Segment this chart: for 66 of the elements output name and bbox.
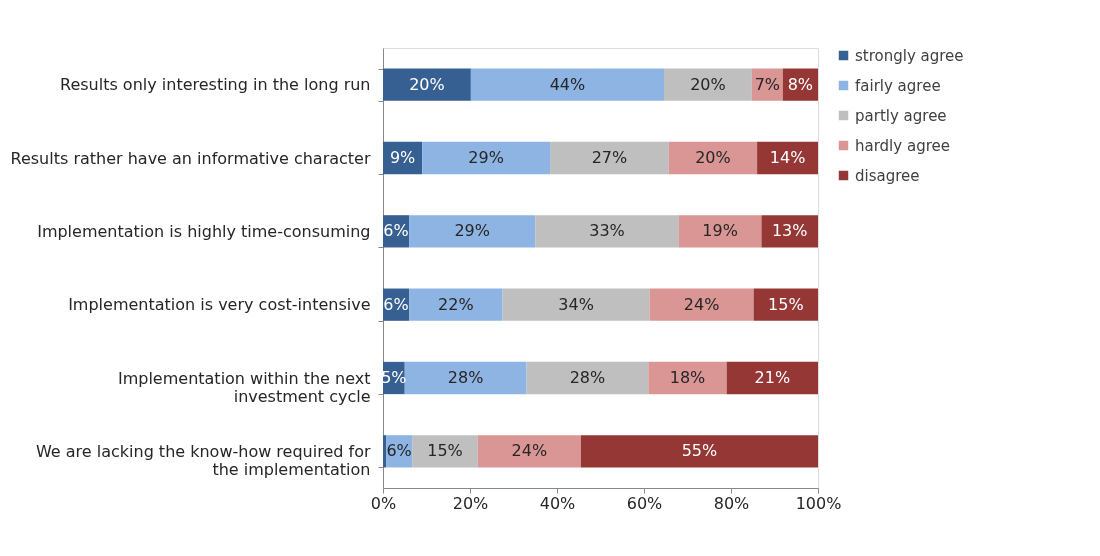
bar — [502, 288, 650, 321]
legend-label: fairly agree — [855, 76, 941, 95]
x-tick-label: 20% — [452, 493, 489, 513]
data-label: 5% — [381, 368, 407, 387]
bar — [412, 435, 478, 468]
x-tick-label: 100% — [795, 493, 842, 513]
bar — [535, 215, 679, 248]
bar — [580, 435, 818, 468]
bar — [383, 435, 387, 468]
legend-label: strongly agree — [855, 46, 964, 65]
data-label: 21% — [754, 368, 791, 387]
legend-label: disagree — [855, 166, 920, 185]
data-label: 9% — [389, 148, 416, 167]
data-label: 13% — [771, 221, 808, 241]
bar — [477, 435, 581, 468]
bar — [550, 141, 669, 175]
bar — [409, 288, 503, 321]
y-tick-label: Results only interesting in the long run — [60, 75, 371, 95]
data-label: 55% — [681, 441, 718, 461]
legend-label: hardly agree — [855, 136, 950, 155]
data-label: 29% — [454, 221, 490, 241]
data-label: 8% — [787, 74, 814, 94]
bar — [668, 141, 758, 175]
data-label: 6% — [383, 221, 409, 241]
data-label: 33% — [589, 221, 625, 241]
bar — [404, 361, 527, 395]
y-tick-label: Results rather have an informative character — [10, 148, 371, 168]
data-label: 7% — [754, 74, 781, 94]
data-label: 15% — [768, 294, 804, 314]
data-label: 28% — [447, 368, 484, 387]
bar — [383, 68, 471, 101]
data-label: 24% — [683, 294, 720, 314]
bar — [726, 361, 818, 395]
y-tick-label: We are lacking the know-how required for the implementation — [35, 441, 371, 479]
data-label: 20% — [409, 74, 445, 94]
data-label: 22% — [438, 294, 474, 314]
bar — [409, 215, 536, 248]
data-label: 29% — [468, 148, 504, 167]
data-label: 6% — [383, 294, 409, 314]
bar — [526, 361, 649, 395]
x-tick-label: 80% — [713, 493, 750, 513]
data-label: 15% — [427, 441, 463, 461]
bar — [648, 361, 727, 395]
data-label: 27% — [591, 148, 628, 167]
data-label: 28% — [569, 368, 606, 387]
data-label: 34% — [558, 294, 594, 314]
bar — [422, 141, 551, 175]
data-label: 44% — [549, 74, 586, 94]
x-tick-label: 60% — [626, 493, 663, 513]
data-label: 24% — [511, 441, 548, 461]
x-tick-label: 0% — [370, 493, 397, 513]
y-tick-label: Implementation is very cost-intensive — [68, 295, 371, 315]
data-label: 20% — [690, 74, 726, 94]
bar — [678, 215, 762, 248]
data-label: 19% — [702, 221, 738, 241]
y-tick-label: Implementation within the next investment cycle — [117, 368, 371, 406]
data-label: 6% — [386, 441, 412, 461]
data-label: 18% — [669, 368, 706, 387]
bar — [470, 68, 665, 101]
legend-label: partly agree — [855, 106, 947, 125]
data-label: 20% — [695, 148, 731, 167]
x-tick-label: 40% — [539, 493, 576, 513]
bar — [649, 288, 754, 321]
data-label: 14% — [769, 148, 806, 167]
bar — [664, 68, 752, 101]
y-tick-label: Implementation is highly time-consuming — [37, 221, 371, 241]
